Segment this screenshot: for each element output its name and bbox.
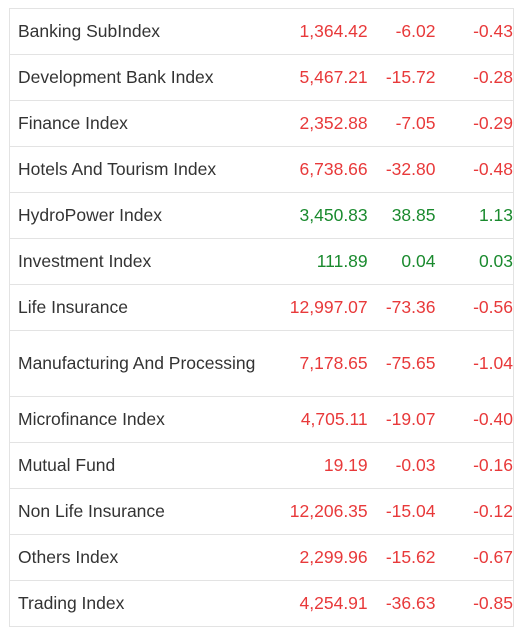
- index-value: 4,254.91: [299, 593, 368, 613]
- index-value: 2,299.96: [299, 547, 368, 567]
- table-row[interactable]: HydroPower Index 3,450.83 38.85 1.13: [10, 193, 513, 239]
- index-change: -15.62: [385, 547, 436, 567]
- index-value: 12,206.35: [289, 501, 368, 521]
- index-name: Life Insurance: [18, 297, 128, 317]
- table-row[interactable]: Trading Index 4,254.91 -36.63 -0.85: [10, 581, 513, 627]
- index-name: Non Life Insurance: [18, 501, 165, 521]
- index-percent-change: 1.13: [478, 205, 513, 225]
- index-value: 111.89: [316, 251, 368, 271]
- index-change: 38.85: [391, 205, 436, 225]
- index-change: -6.02: [395, 21, 436, 41]
- index-percent-change: -0.43: [473, 21, 513, 41]
- index-percent-change: -0.85: [473, 593, 513, 613]
- index-name: HydroPower Index: [18, 205, 162, 225]
- index-name: Trading Index: [18, 593, 125, 613]
- index-percent-change: -0.56: [473, 297, 513, 317]
- table-row[interactable]: Life Insurance 12,997.07 -73.36 -0.56: [10, 285, 513, 331]
- index-percent-change: -1.04: [473, 353, 513, 373]
- index-percent-change: 0.03: [478, 251, 513, 271]
- index-change: -36.63: [385, 593, 436, 613]
- table-row[interactable]: Non Life Insurance 12,206.35 -15.04 -0.1…: [10, 489, 513, 535]
- index-change: -0.03: [395, 455, 436, 475]
- index-value: 7,178.65: [299, 353, 368, 373]
- table-row[interactable]: Others Index 2,299.96 -15.62 -0.67: [10, 535, 513, 581]
- table-row[interactable]: Development Bank Index 5,467.21 -15.72 -…: [10, 55, 513, 101]
- index-name: Banking SubIndex: [18, 21, 161, 41]
- index-change: 0.04: [401, 251, 436, 271]
- index-name: Development Bank Index: [18, 67, 214, 87]
- index-percent-change: -0.28: [473, 67, 513, 87]
- table-row[interactable]: Hotels And Tourism Index 6,738.66 -32.80…: [10, 147, 513, 193]
- table-row[interactable]: Banking SubIndex 1,364.42 -6.02 -0.43: [10, 9, 513, 55]
- index-value: 1,364.42: [299, 21, 368, 41]
- index-name: Investment Index: [18, 251, 152, 271]
- index-change: -15.72: [385, 67, 436, 87]
- index-name: Mutual Fund: [18, 455, 116, 475]
- index-name: Others Index: [18, 547, 119, 567]
- index-change: -32.80: [385, 159, 436, 179]
- index-percent-change: -0.12: [473, 501, 513, 521]
- table-row[interactable]: Manufacturing And Processing 7,178.65 -7…: [10, 331, 513, 397]
- index-percent-change: -0.67: [473, 547, 513, 567]
- table-row[interactable]: Mutual Fund 19.19 -0.03 -0.16: [10, 443, 513, 489]
- index-name: Hotels And Tourism Index: [18, 159, 217, 179]
- index-value: 2,352.88: [299, 113, 368, 133]
- index-value: 12,997.07: [289, 297, 368, 317]
- table-row[interactable]: Microfinance Index 4,705.11 -19.07 -0.40: [10, 397, 513, 443]
- index-percent-change: -0.29: [473, 113, 513, 133]
- index-change: -73.36: [385, 297, 436, 317]
- index-value: 4,705.11: [300, 409, 368, 429]
- index-value: 3,450.83: [299, 205, 368, 225]
- index-value: 19.19: [323, 455, 368, 475]
- sub-index-table: Banking SubIndex 1,364.42 -6.02 -0.43 De…: [9, 8, 514, 627]
- index-change: -19.07: [385, 409, 436, 429]
- index-name: Manufacturing And Processing: [18, 353, 256, 373]
- index-percent-change: -0.16: [473, 455, 513, 475]
- index-value: 6,738.66: [299, 159, 368, 179]
- index-percent-change: -0.48: [473, 159, 513, 179]
- index-change: -75.65: [385, 353, 436, 373]
- index-name: Finance Index: [18, 113, 128, 133]
- index-change: -7.05: [395, 113, 436, 133]
- index-value: 5,467.21: [299, 67, 368, 87]
- index-percent-change: -0.40: [473, 409, 513, 429]
- index-change: -15.04: [385, 501, 436, 521]
- table-row[interactable]: Finance Index 2,352.88 -7.05 -0.29: [10, 101, 513, 147]
- table-row[interactable]: Investment Index 111.89 0.04 0.03: [10, 239, 513, 285]
- index-name: Microfinance Index: [18, 409, 165, 429]
